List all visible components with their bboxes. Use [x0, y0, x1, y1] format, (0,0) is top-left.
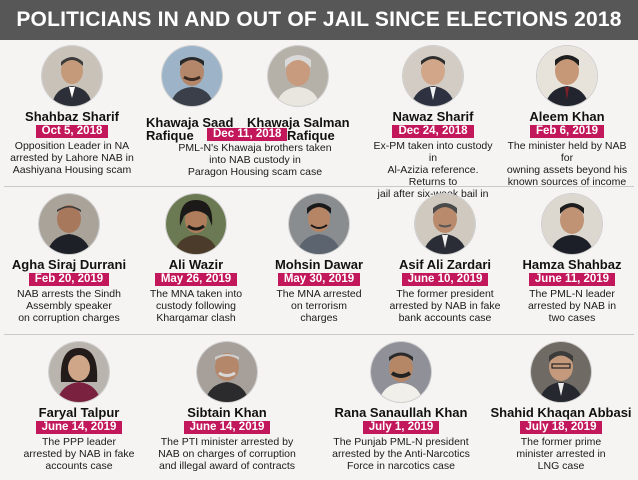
card-nawaz-sharif: Nawaz Sharif Dec 24, 2018 Ex-PM taken in…	[368, 40, 498, 212]
arrest-date-badge: Feb 6, 2019	[529, 125, 604, 138]
description: The Punjab PML-N president arrested by th…	[332, 436, 470, 472]
description: The former president arrested by NAB in f…	[389, 288, 501, 324]
card-agha-siraj-durrani: Agha Siraj Durrani Feb 20, 2019 NAB arre…	[4, 188, 134, 330]
description: The PTI minister arrested by NAB on charg…	[158, 436, 296, 472]
portrait-avatar	[542, 194, 602, 254]
portrait-avatar	[371, 342, 431, 402]
person-name: Sibtain Khan	[187, 405, 267, 420]
arrest-date-badge: Feb 20, 2019	[28, 273, 110, 286]
description: Opposition Leader in NA arrested by Lahor…	[10, 140, 134, 176]
portrait-avatar	[268, 46, 328, 106]
portrait-avatar	[289, 194, 349, 254]
person-name: Shahid Khaqan Abbasi	[490, 405, 632, 420]
card-mohsin-dawar: Mohsin Dawar May 30, 2019 The MNA arrest…	[258, 188, 380, 330]
person-name: Nawaz Sharif	[392, 109, 474, 124]
person-name: Rana Sanaullah Khan	[334, 405, 468, 420]
portrait-avatar	[49, 342, 109, 402]
portrait-avatar	[162, 46, 222, 106]
person-name: Faryal Talpur	[38, 405, 120, 420]
person-name: Mohsin Dawar	[274, 257, 364, 272]
portrait-avatar	[403, 46, 463, 106]
card-asif-ali-zardari: Asif Ali Zardari June 10, 2019 The forme…	[380, 188, 510, 330]
description: The PML-N leader arrested by NAB in two ca…	[527, 288, 617, 324]
person-name: Asif Ali Zardari	[399, 257, 491, 272]
card-rana-sanaullah-khan: Rana Sanaullah Khan July 1, 2019 The Pun…	[316, 336, 486, 480]
arrest-date-badge: July 18, 2019	[519, 421, 603, 434]
description: The minister held by NAB for owning asset…	[506, 140, 628, 188]
divider	[4, 334, 634, 335]
row-1: Shahbaz Sharif Oct 5, 2018 Opposition Le…	[0, 40, 638, 212]
arrest-date-badge: Dec 11, 2018	[207, 128, 288, 141]
row-3: Faryal Talpur June 14, 2019 The PPP lead…	[0, 336, 638, 480]
description: The MNA taken into custody following Kharq…	[149, 288, 243, 324]
portrait-avatar	[537, 46, 597, 106]
portrait-avatar	[42, 46, 102, 106]
person-name: Khawaja Saad Rafique	[146, 115, 234, 143]
portrait-avatar	[531, 342, 591, 402]
portrait-avatar	[39, 194, 99, 254]
description: The MNA arrested on terrorism charges	[276, 288, 362, 324]
page-title: POLITICIANS IN AND OUT OF JAIL SINCE ELE…	[0, 0, 638, 40]
description: NAB arrests the Sindh Assembly speaker on …	[17, 288, 121, 324]
row-2: Agha Siraj Durrani Feb 20, 2019 NAB arre…	[0, 188, 638, 330]
arrest-date-badge: June 11, 2019	[528, 273, 616, 286]
arrest-date-badge: Dec 24, 2018	[392, 125, 474, 138]
card-ali-wazir: Ali Wazir May 26, 2019 The MNA taken int…	[134, 188, 258, 330]
arrest-date-badge: June 14, 2019	[183, 421, 271, 434]
person-name: Ali Wazir	[168, 257, 224, 272]
card-faryal-talpur: Faryal Talpur June 14, 2019 The PPP lead…	[4, 336, 154, 480]
description: PML-N's Khawaja brothers taken into NAB c…	[178, 142, 332, 178]
card-sibtain-khan: Sibtain Khan June 14, 2019 The PTI minis…	[148, 336, 306, 480]
card-shahid-khaqan-abbasi: Shahid Khaqan Abbasi July 18, 2019 The f…	[488, 336, 634, 480]
card-aleem-khan: Aleem Khan Feb 6, 2019 The minister held…	[500, 40, 634, 188]
person-name: Agha Siraj Durrani	[11, 257, 127, 272]
description: The PPP leader arrested by NAB in fake acc…	[23, 436, 135, 472]
arrest-date-badge: June 10, 2019	[401, 273, 489, 286]
arrest-date-badge: Oct 5, 2018	[35, 125, 109, 138]
portrait-avatar	[415, 194, 475, 254]
card-khawaja-brothers: Khawaja Saad Rafique Khawaja Salman Rafiqu…	[140, 40, 370, 182]
person-name: Shahbaz Sharif	[25, 109, 119, 124]
arrest-date-badge: July 1, 2019	[362, 421, 440, 434]
portrait-avatar	[166, 194, 226, 254]
arrest-date-badge: May 26, 2019	[154, 273, 238, 286]
arrest-date-badge: May 30, 2019	[277, 273, 361, 286]
person-name: Khawaja Salman Rafique	[247, 115, 350, 143]
person-name: Aleem Khan	[529, 109, 605, 124]
arrest-date-badge: June 14, 2019	[35, 421, 123, 434]
description: The former prime minister arrested in LNG …	[516, 436, 606, 472]
card-hamza-shahbaz: Hamza Shahbaz June 11, 2019 The PML-N le…	[510, 188, 634, 330]
divider	[4, 186, 634, 187]
description: Ex-PM taken into custody in Al-Azizia ref…	[373, 140, 493, 212]
person-name: Hamza Shahbaz	[522, 257, 622, 272]
portrait-avatar	[197, 342, 257, 402]
card-shahbaz-sharif: Shahbaz Sharif Oct 5, 2018 Opposition Le…	[4, 40, 140, 182]
